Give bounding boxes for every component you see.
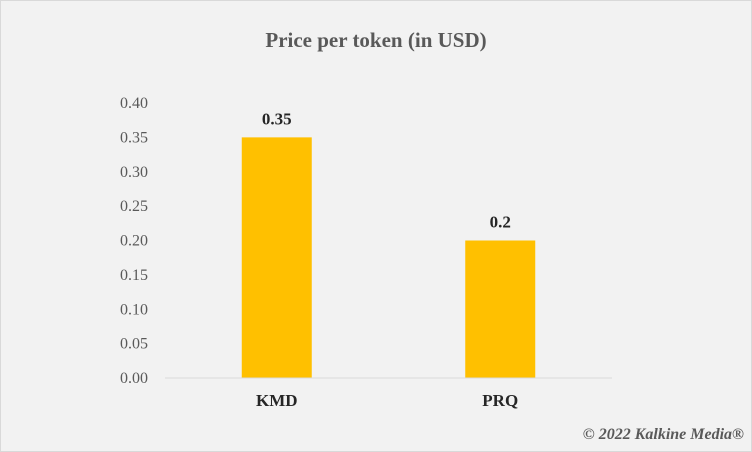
bar-prq bbox=[465, 240, 536, 378]
y-tick-label: 0.10 bbox=[120, 301, 148, 318]
x-tick-label-kmd: KMD bbox=[256, 391, 298, 410]
y-tick-label: 0.35 bbox=[120, 129, 148, 146]
data-label-prq: 0.2 bbox=[490, 213, 511, 232]
y-tick-label: 0.40 bbox=[120, 95, 148, 112]
bar-kmd bbox=[241, 137, 312, 378]
y-tick-label: 0.20 bbox=[120, 233, 148, 250]
y-tick-label: 0.00 bbox=[120, 370, 148, 387]
watermark-text: © 2022 Kalkine Media® bbox=[582, 426, 744, 443]
y-tick-label: 0.15 bbox=[120, 267, 148, 284]
y-tick-label: 0.30 bbox=[120, 164, 148, 181]
data-label-kmd: 0.35 bbox=[262, 109, 292, 128]
y-tick-label: 0.05 bbox=[120, 336, 148, 353]
y-tick-label: 0.25 bbox=[120, 198, 148, 215]
chart-title: Price per token (in USD) bbox=[265, 28, 487, 52]
x-tick-label-prq: PRQ bbox=[482, 391, 518, 410]
